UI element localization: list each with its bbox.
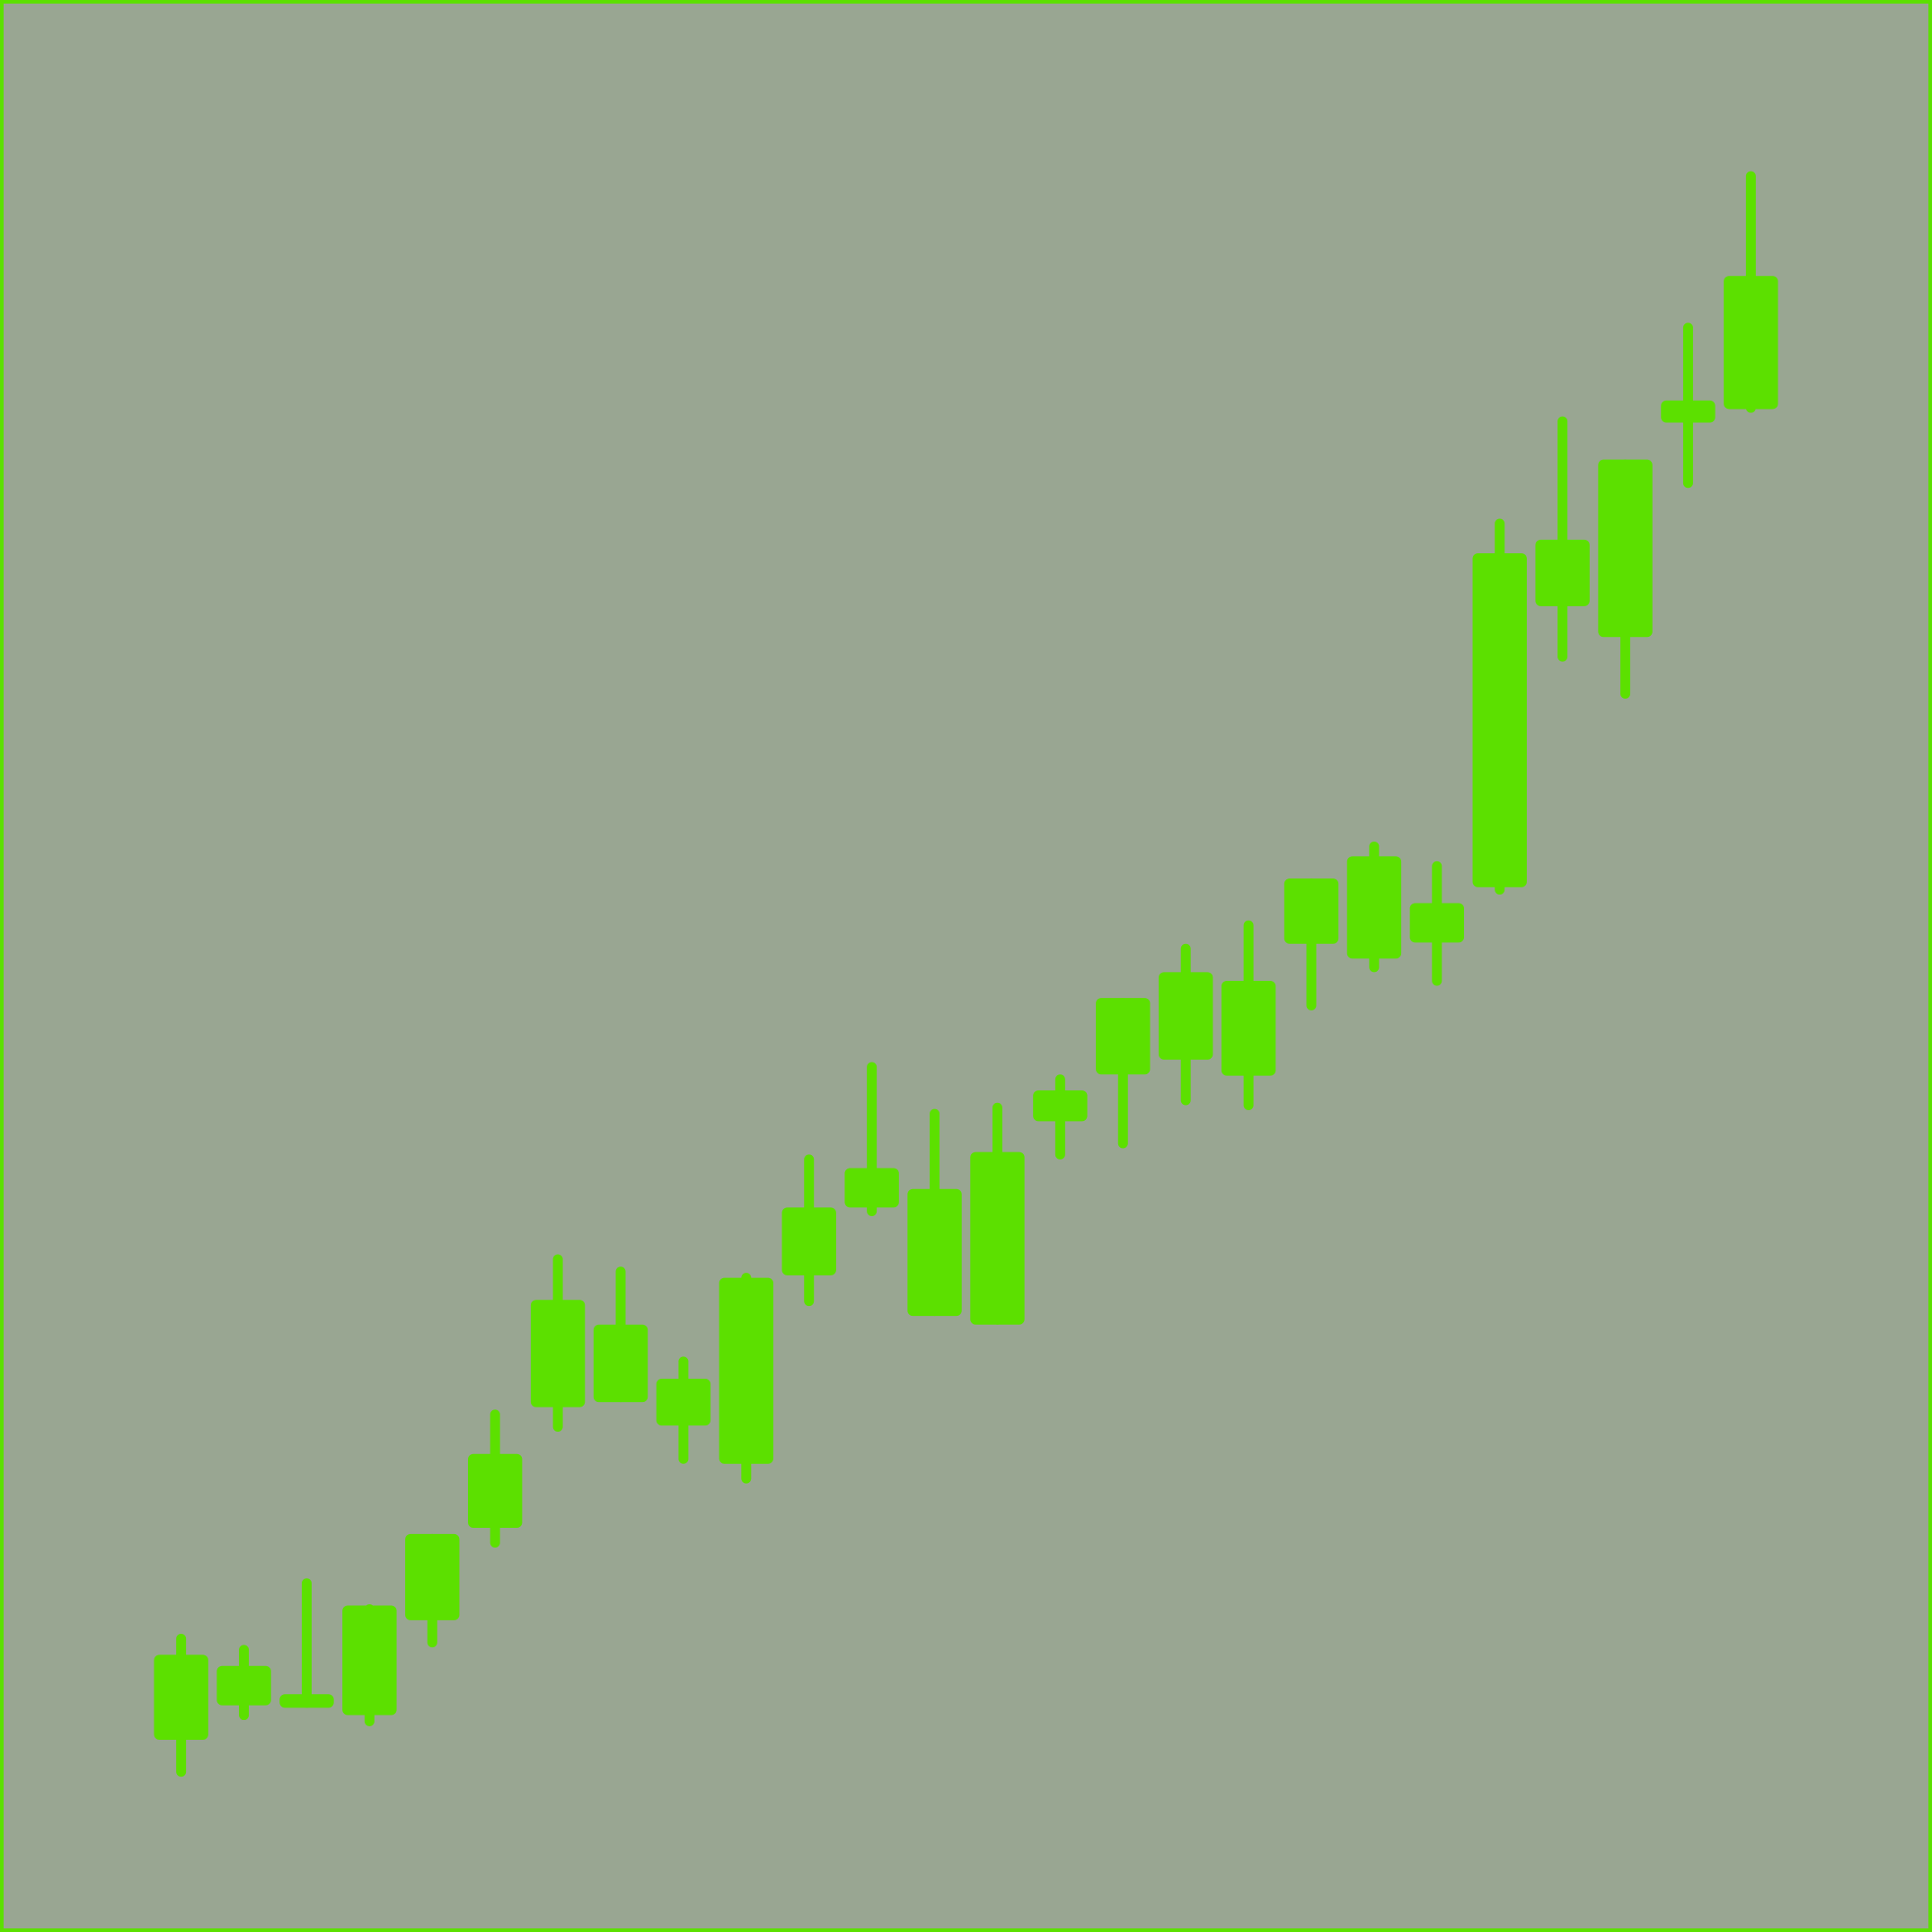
candle-body: [844, 1168, 899, 1208]
candle-body: [154, 1654, 208, 1740]
candle-body: [1346, 856, 1402, 959]
candle-body: [1661, 400, 1716, 423]
candle-body: [216, 1665, 271, 1706]
candle-body: [1598, 459, 1653, 638]
candle-body: [593, 1324, 648, 1403]
candle-body: [781, 1207, 836, 1275]
candle-body: [970, 1151, 1025, 1325]
candle-body: [1033, 1090, 1088, 1122]
candle-body: [1472, 552, 1527, 887]
candle-wick: [301, 1578, 312, 1708]
candle-wick: [1557, 416, 1568, 662]
candle-body: [405, 1533, 460, 1620]
candle-body: [1284, 878, 1339, 944]
candle-body: [1409, 903, 1464, 943]
candle-body: [1096, 998, 1151, 1075]
candle-body: [1158, 972, 1213, 1060]
candle-body: [907, 1188, 962, 1317]
candle-body: [1221, 980, 1276, 1076]
candle-body: [719, 1277, 774, 1464]
candle-body: [342, 1605, 397, 1716]
candle-body: [1724, 276, 1778, 410]
candle-body: [530, 1300, 586, 1407]
candle-body: [1535, 539, 1590, 606]
candle-body: [656, 1379, 711, 1426]
candle-body: [279, 1694, 334, 1708]
candle-body: [468, 1453, 523, 1529]
